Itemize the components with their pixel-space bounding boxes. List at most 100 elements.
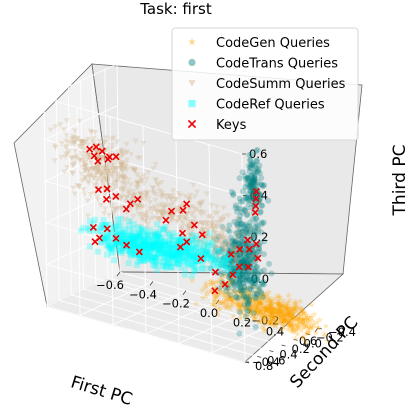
data-point [116,229,123,236]
data-point [136,250,143,257]
data-point [141,233,148,240]
data-point [259,294,266,301]
data-point [235,287,243,295]
data-point [83,147,90,154]
data-point [212,278,220,286]
data-point [238,298,246,305]
key-point [244,236,252,244]
data-point [262,306,270,314]
data-point [139,245,146,252]
data-point [138,193,145,199]
data-point [111,223,118,230]
data-point [155,216,162,222]
data-point [125,232,132,239]
data-point [159,212,166,219]
data-point [106,168,113,175]
data-point [177,214,184,221]
data-point [181,248,188,255]
data-point [257,288,264,295]
data-point [218,263,225,269]
key-point [190,221,198,229]
data-point [176,215,183,221]
data-point [233,270,240,277]
data-point [242,195,249,202]
data-point [218,271,225,278]
data-point [87,128,94,135]
data-point [166,249,173,256]
data-point [292,306,300,313]
data-point [280,301,288,309]
data-point [247,165,254,172]
data-point [149,243,156,250]
data-point [162,223,169,230]
data-point [258,316,266,324]
data-point [224,255,231,262]
data-point [134,155,141,161]
data-point [304,315,312,322]
data-point [295,309,303,316]
data-point [276,307,284,315]
data-point [81,191,88,197]
data-point [276,309,284,316]
data-point [166,242,173,249]
data-point [149,232,156,239]
data-point [74,135,81,142]
data-point [229,298,237,305]
data-point [308,321,316,329]
data-point [103,176,110,182]
data-point [153,210,160,216]
data-point [137,257,144,264]
data-point [229,237,236,244]
data-point [144,242,151,249]
data-point [250,296,258,303]
data-point [189,231,196,238]
data-point [158,241,165,248]
data-point [168,254,175,261]
data-point [289,313,297,321]
data-point [177,237,184,244]
data-point [271,306,279,314]
data-point [267,301,274,309]
data-point [218,275,226,282]
data-point [270,314,278,321]
data-point [241,301,248,308]
data-point [100,236,107,243]
data-point [247,288,255,296]
data-point [294,315,302,322]
data-point [270,306,278,313]
data-point [170,230,177,237]
data-point [69,170,76,176]
data-point [63,151,70,158]
data-point [279,296,287,304]
data-point [134,206,141,213]
data-point [211,237,218,243]
data-point [90,135,97,142]
data-point [137,233,144,240]
data-point [231,290,239,298]
data-point [105,212,112,219]
data-point [276,316,284,324]
data-point [127,206,134,212]
data-point [189,225,196,231]
data-point [182,241,189,248]
data-point [258,219,265,226]
data-point [71,128,78,134]
data-point [186,233,193,239]
data-point [251,268,258,275]
key-point-stroke [183,200,191,208]
data-point [251,177,258,184]
data-point [88,160,95,167]
data-point [214,210,221,216]
data-point [153,254,160,261]
data-point [159,242,166,249]
data-point [307,324,315,332]
key-point-stroke [102,195,111,203]
data-point [283,319,291,326]
data-point [249,178,256,185]
data-point [213,236,220,243]
data-point [284,321,292,328]
data-point [112,184,119,190]
data-point [258,300,266,307]
data-point [209,242,216,249]
data-point [232,202,239,209]
